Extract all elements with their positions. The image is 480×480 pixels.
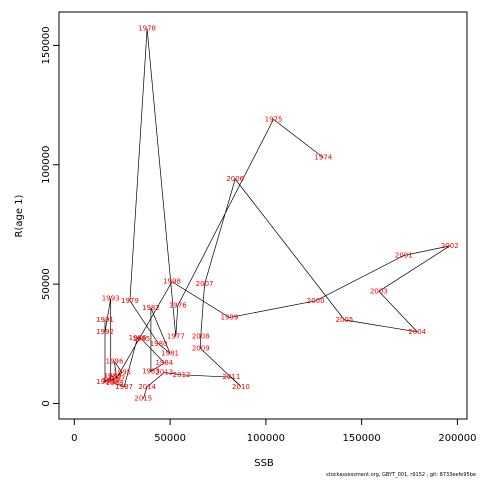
year-label: 1996 [106, 358, 124, 366]
year-label: 2015 [134, 395, 152, 403]
year-label: 2009 [192, 345, 210, 353]
year-label: 2001 [395, 251, 413, 259]
x-axis: 0 50000 100000 150000 200000 [71, 418, 477, 444]
year-label: 1981 [161, 349, 179, 357]
x-tick-label: 150000 [343, 433, 381, 444]
year-label: 2003 [370, 287, 388, 295]
y-tick-label: 150000 [41, 26, 52, 64]
year-label: 1974 [314, 154, 332, 162]
year-label: 2007 [196, 280, 214, 288]
x-tick-label: 100000 [247, 433, 285, 444]
year-label: 1986 [129, 334, 147, 342]
footer-text: stockassessment.org, GBYT_001, r9152 , g… [326, 472, 476, 478]
year-label: 1995 [113, 368, 131, 376]
year-label: 1979 [121, 297, 139, 305]
year-label: 2010 [232, 383, 250, 391]
year-label: 1993 [102, 294, 120, 302]
year-label: 1982 [142, 304, 160, 312]
year-label: 1998 [163, 278, 181, 286]
x-tick-label: 0 [71, 433, 77, 444]
year-label: 1994 [102, 377, 120, 385]
year-label: 2004 [408, 328, 426, 336]
y-tick-label: 100000 [41, 146, 52, 184]
year-label: 2012 [173, 371, 191, 379]
y-axis: 0 50000 100000 150000 [41, 26, 60, 407]
year-label: 1984 [155, 359, 173, 367]
year-label: 1980 [150, 340, 168, 348]
y-tick-label: 50000 [41, 268, 52, 300]
year-label: 1988 [106, 379, 124, 387]
year-label: 1991 [96, 316, 114, 324]
x-axis-title: SSB [254, 458, 274, 469]
y-axis-title: R(age 1) [14, 194, 25, 237]
year-label: 2011 [222, 373, 240, 381]
year-label: 2008 [192, 333, 210, 341]
year-label: 2013 [155, 368, 173, 376]
year-label: 1990 [96, 378, 114, 386]
y-tick-label: 0 [41, 400, 52, 406]
year-label: 1977 [167, 333, 185, 341]
year-label: 1975 [265, 115, 283, 123]
year-label: 1999 [221, 314, 239, 322]
year-label: 1978 [138, 25, 156, 33]
x-tick-label: 50000 [154, 433, 186, 444]
year-label: 1992 [96, 328, 114, 336]
sr-trajectory-line [104, 28, 450, 399]
year-label: 1997 [108, 374, 126, 382]
year-label: 1976 [169, 302, 187, 310]
year-label: 1989 [104, 372, 122, 380]
year-label: 2005 [335, 316, 353, 324]
year-label: 1987 [115, 383, 133, 391]
year-label: 2006 [226, 175, 244, 183]
year-label: 1985 [132, 335, 150, 343]
year-label: 2000 [307, 297, 325, 305]
year-label: 2014 [138, 383, 156, 391]
year-label: 2002 [441, 242, 459, 250]
x-tick-label: 200000 [438, 433, 476, 444]
year-label: 1983 [142, 367, 160, 375]
